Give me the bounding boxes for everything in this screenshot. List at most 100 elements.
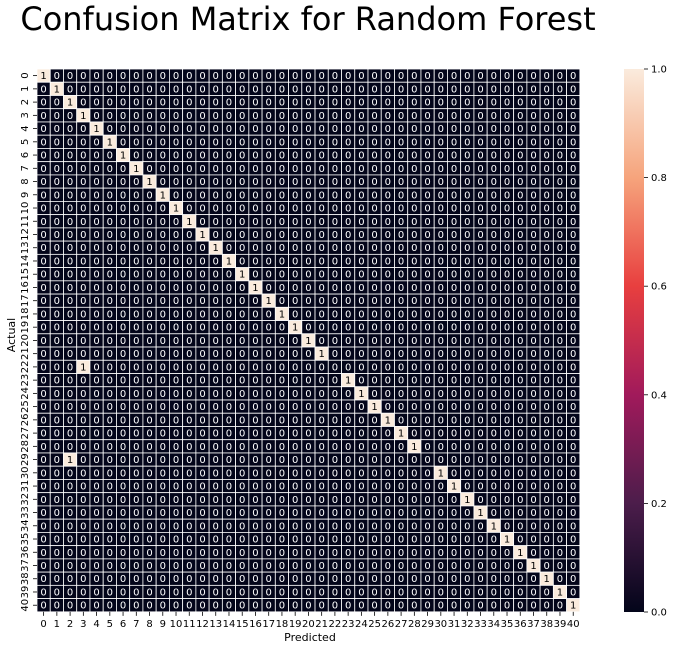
- cell-value-label: 0: [464, 177, 470, 188]
- cell-value-label: 0: [345, 429, 351, 440]
- cell-value-label: 0: [371, 349, 377, 360]
- cell-value-label: 0: [371, 137, 377, 148]
- cell-value-label: 0: [557, 495, 563, 506]
- cell-value-label: 0: [318, 508, 324, 519]
- cell-value-label: 0: [146, 204, 152, 215]
- cell-value-label: 0: [213, 482, 219, 493]
- cell-value-label: 0: [279, 217, 285, 228]
- cell-value-label: 0: [67, 336, 73, 347]
- cell-value-label: 0: [146, 376, 152, 387]
- cell-value-label: 0: [544, 362, 550, 373]
- cell-value-label: 0: [570, 137, 576, 148]
- cell-value-label: 0: [438, 230, 444, 241]
- cell-value-label: 0: [252, 217, 258, 228]
- y-tick-label: 35: [20, 533, 31, 546]
- cell-value-label: 0: [424, 429, 430, 440]
- cell-value-label: 0: [517, 204, 523, 215]
- cell-value-label: 0: [40, 204, 46, 215]
- cell-value-label: 0: [424, 415, 430, 426]
- cell-value-label: 0: [199, 177, 205, 188]
- cell-value-label: 0: [557, 455, 563, 466]
- cell-value-label: 0: [292, 587, 298, 598]
- cell-value-label: 0: [252, 111, 258, 122]
- cell-value-label: 0: [332, 482, 338, 493]
- cell-value-label: 0: [120, 535, 126, 546]
- cell-value-label: 0: [438, 323, 444, 334]
- cell-value-label: 0: [385, 362, 391, 373]
- cell-value-label: 0: [173, 270, 179, 281]
- cell-value-label: 0: [477, 402, 483, 413]
- cell-value-label: 0: [464, 561, 470, 572]
- cell-value-label: 0: [530, 508, 536, 519]
- cell-value-label: 0: [371, 283, 377, 294]
- cell-value-label: 0: [345, 270, 351, 281]
- cell-value-label: 0: [252, 468, 258, 479]
- cell-value-label: 0: [411, 217, 417, 228]
- cell-value-label: 0: [67, 415, 73, 426]
- cell-value-label: 0: [570, 190, 576, 201]
- cell-value-label: 0: [332, 124, 338, 135]
- cell-value-label: 0: [385, 71, 391, 82]
- cell-value-label: 0: [464, 98, 470, 109]
- cell-value-label: 0: [504, 402, 510, 413]
- cell-value-label: 0: [517, 468, 523, 479]
- cell-value-label: 0: [557, 601, 563, 612]
- cell-value-label: 0: [332, 468, 338, 479]
- cell-value-label: 0: [477, 256, 483, 267]
- cell-value-label: 0: [93, 137, 99, 148]
- cell-value-label: 0: [557, 508, 563, 519]
- cell-value-label: 0: [252, 230, 258, 241]
- cell-value-label: 0: [80, 204, 86, 215]
- cell-value-label: 0: [345, 561, 351, 572]
- cell-value-label: 0: [252, 323, 258, 334]
- cell-value-label: 0: [464, 217, 470, 228]
- cell-value-label: 0: [504, 243, 510, 254]
- cell-value-label: 0: [385, 111, 391, 122]
- y-tick-label: 10: [20, 202, 31, 215]
- cell-value-label: 0: [292, 349, 298, 360]
- cell-value-label: 0: [146, 296, 152, 307]
- cell-value-label: 0: [239, 402, 245, 413]
- cell-value-label: 0: [186, 601, 192, 612]
- cell-value-label: 0: [199, 111, 205, 122]
- cell-value-label: 0: [133, 415, 139, 426]
- cell-value-label: 0: [160, 468, 166, 479]
- cell-value-label: 0: [358, 111, 364, 122]
- cell-value-label: 0: [570, 455, 576, 466]
- cell-value-label: 0: [504, 84, 510, 95]
- cell-value-label: 0: [107, 362, 113, 373]
- cell-value-label: 0: [504, 151, 510, 162]
- cell-value-label: 0: [226, 429, 232, 440]
- cell-value-label: 0: [318, 243, 324, 254]
- cell-value-label: 0: [477, 151, 483, 162]
- cell-value-label: 0: [279, 137, 285, 148]
- cell-value-label: 0: [120, 323, 126, 334]
- cell-value-label: 0: [557, 535, 563, 546]
- cell-value-label: 0: [252, 177, 258, 188]
- cell-value-label: 0: [345, 521, 351, 532]
- cell-value-label: 0: [199, 495, 205, 506]
- y-tick-label: 33: [20, 506, 31, 519]
- cell-value-label: 0: [358, 442, 364, 453]
- cell-value-label: 0: [133, 402, 139, 413]
- cell-value-label: 0: [451, 270, 457, 281]
- cell-value-label: 0: [385, 349, 391, 360]
- cell-value-label: 0: [146, 521, 152, 532]
- cell-value-label: 1: [67, 98, 73, 109]
- cell-value-label: 0: [371, 151, 377, 162]
- cell-value-label: 0: [504, 389, 510, 400]
- y-axis-ticks: 0123456789101112131415161718192021222324…: [20, 72, 37, 612]
- cell-value-label: 0: [345, 574, 351, 585]
- cell-value-label: 0: [424, 561, 430, 572]
- cell-value-label: 0: [93, 521, 99, 532]
- cell-value-label: 0: [120, 561, 126, 572]
- cell-value-label: 0: [544, 535, 550, 546]
- cell-value-label: 0: [438, 521, 444, 532]
- cell-value-label: 0: [279, 521, 285, 532]
- cell-value-label: 0: [318, 204, 324, 215]
- cell-value-label: 0: [332, 204, 338, 215]
- cell-value-label: 0: [385, 124, 391, 135]
- cell-value-label: 0: [146, 362, 152, 373]
- cell-value-label: 0: [146, 429, 152, 440]
- cell-value-label: 0: [451, 495, 457, 506]
